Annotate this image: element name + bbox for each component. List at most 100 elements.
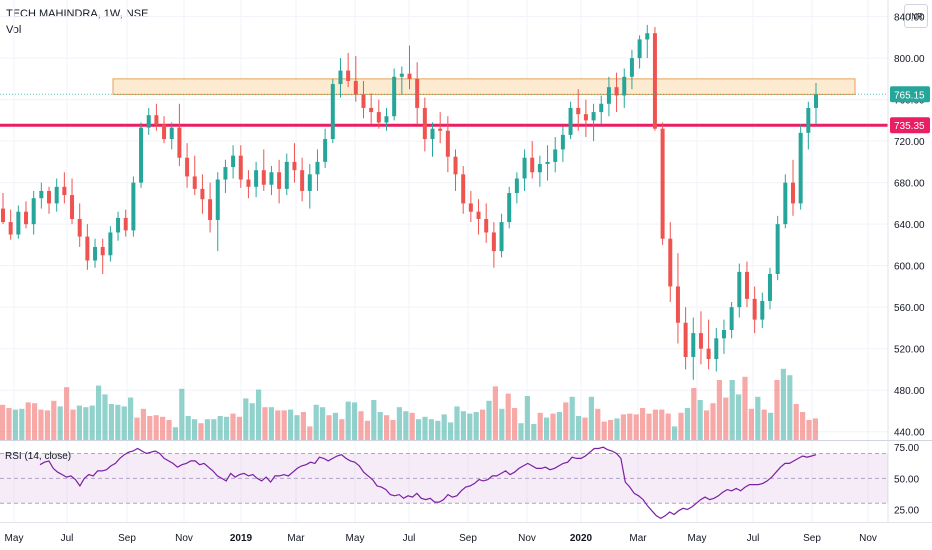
rsi-label: RSI (14, close) bbox=[5, 451, 71, 462]
volume-bar bbox=[339, 419, 345, 440]
volume-bar bbox=[320, 407, 326, 440]
volume-bar bbox=[588, 396, 594, 440]
candle-body bbox=[346, 70, 351, 81]
candle-body bbox=[307, 174, 312, 191]
volume-bar bbox=[102, 394, 108, 440]
candle-body bbox=[445, 130, 450, 157]
time-tick-label: May bbox=[5, 533, 24, 544]
candle-body bbox=[461, 174, 466, 204]
volume-bar bbox=[377, 412, 383, 440]
candle-body bbox=[353, 80, 358, 95]
price-tick-label: 520.00 bbox=[894, 345, 925, 356]
candle-body bbox=[208, 199, 213, 220]
volume-bar bbox=[416, 419, 422, 440]
candle-body bbox=[223, 167, 228, 180]
volume-bar bbox=[665, 413, 671, 440]
candle-body bbox=[315, 161, 320, 175]
volume-bar bbox=[108, 404, 114, 440]
volume-bar bbox=[25, 402, 31, 440]
volume-bar bbox=[486, 400, 492, 440]
volume-bar bbox=[505, 393, 511, 440]
last-price-tag-text: 765.15 bbox=[894, 90, 925, 101]
volume-bar bbox=[755, 396, 761, 440]
candle-body bbox=[108, 232, 113, 256]
volume-bar bbox=[358, 411, 364, 440]
volume-bar bbox=[601, 421, 607, 440]
candle-body bbox=[568, 107, 573, 135]
rsi-tick-label: 75.00 bbox=[894, 443, 919, 454]
time-tick-label: Jul bbox=[403, 533, 416, 544]
candle-body bbox=[668, 238, 673, 287]
volume-bar bbox=[716, 380, 722, 440]
candle-body bbox=[468, 203, 473, 212]
volume-bar bbox=[736, 394, 742, 440]
candle-body bbox=[775, 224, 780, 274]
time-tick-label: Sep bbox=[803, 533, 821, 544]
volume-bar bbox=[480, 409, 486, 440]
candle-body bbox=[407, 73, 412, 79]
volume-bar bbox=[448, 422, 454, 440]
volume-bar bbox=[659, 409, 665, 440]
volume-bar bbox=[307, 426, 313, 440]
volume-bar bbox=[748, 408, 754, 440]
rsi-axis[interactable]: 75.00 50.00 25.00 bbox=[894, 443, 919, 516]
candle-body bbox=[706, 348, 711, 360]
time-tick-label: Sep bbox=[118, 533, 136, 544]
volume-bar bbox=[0, 404, 6, 440]
candle-body bbox=[131, 182, 136, 231]
candle-body bbox=[790, 182, 795, 204]
volume-bar bbox=[723, 397, 729, 440]
candle-body bbox=[599, 103, 604, 113]
volume-bar bbox=[364, 420, 370, 440]
price-tick-label: 640.00 bbox=[894, 220, 925, 231]
volume-bar bbox=[441, 414, 447, 440]
candle-body bbox=[514, 178, 519, 194]
candle-body bbox=[116, 217, 121, 233]
price-tick-label: 480.00 bbox=[894, 386, 925, 397]
candle-body bbox=[154, 115, 159, 125]
volume-bars bbox=[0, 368, 818, 440]
candle-body bbox=[338, 70, 343, 85]
resistance-zone[interactable] bbox=[112, 78, 856, 95]
volume-bar bbox=[70, 409, 76, 440]
volume-bar bbox=[352, 402, 358, 440]
rsi-tick-label: 25.00 bbox=[894, 506, 919, 517]
candle-body bbox=[246, 179, 251, 187]
volume-bar bbox=[294, 415, 300, 440]
grid bbox=[0, 0, 888, 522]
candle-body bbox=[238, 155, 243, 180]
volume-bar bbox=[524, 396, 530, 440]
candle-body bbox=[62, 186, 67, 196]
volume-bar bbox=[32, 403, 38, 440]
volume-bar bbox=[153, 415, 159, 440]
volume-bar bbox=[569, 396, 575, 440]
volume-bar bbox=[236, 416, 242, 440]
candle-body bbox=[123, 217, 128, 231]
candle-body bbox=[200, 188, 205, 200]
volume-bar bbox=[409, 412, 415, 440]
volume-bar bbox=[115, 404, 121, 440]
volume-bar bbox=[121, 406, 127, 440]
time-tick-label: Nov bbox=[859, 533, 877, 544]
candle-body bbox=[806, 107, 811, 133]
candle-body bbox=[783, 182, 788, 225]
candle-body bbox=[814, 94, 818, 108]
volume-bar bbox=[83, 407, 89, 440]
candle-body bbox=[93, 246, 98, 261]
volume-bar bbox=[678, 412, 684, 440]
time-axis[interactable]: May Jul Sep Nov 2019 Mar May Jul Sep Nov 2020 Mar Ma… bbox=[5, 533, 877, 544]
currency-button[interactable]: INR bbox=[904, 4, 928, 28]
volume-bar bbox=[185, 416, 191, 440]
candle-body bbox=[85, 236, 90, 261]
time-tick-label: Nov bbox=[518, 533, 536, 544]
volume-bar bbox=[332, 412, 338, 440]
volume-bar bbox=[396, 407, 402, 440]
time-tick-label: Nov bbox=[175, 533, 193, 544]
volume-bar bbox=[371, 400, 377, 440]
volume-bar bbox=[556, 412, 562, 440]
volume-bar bbox=[460, 411, 466, 440]
candle-body bbox=[47, 190, 52, 204]
volume-bar bbox=[633, 414, 639, 440]
volume-bar bbox=[774, 380, 780, 440]
